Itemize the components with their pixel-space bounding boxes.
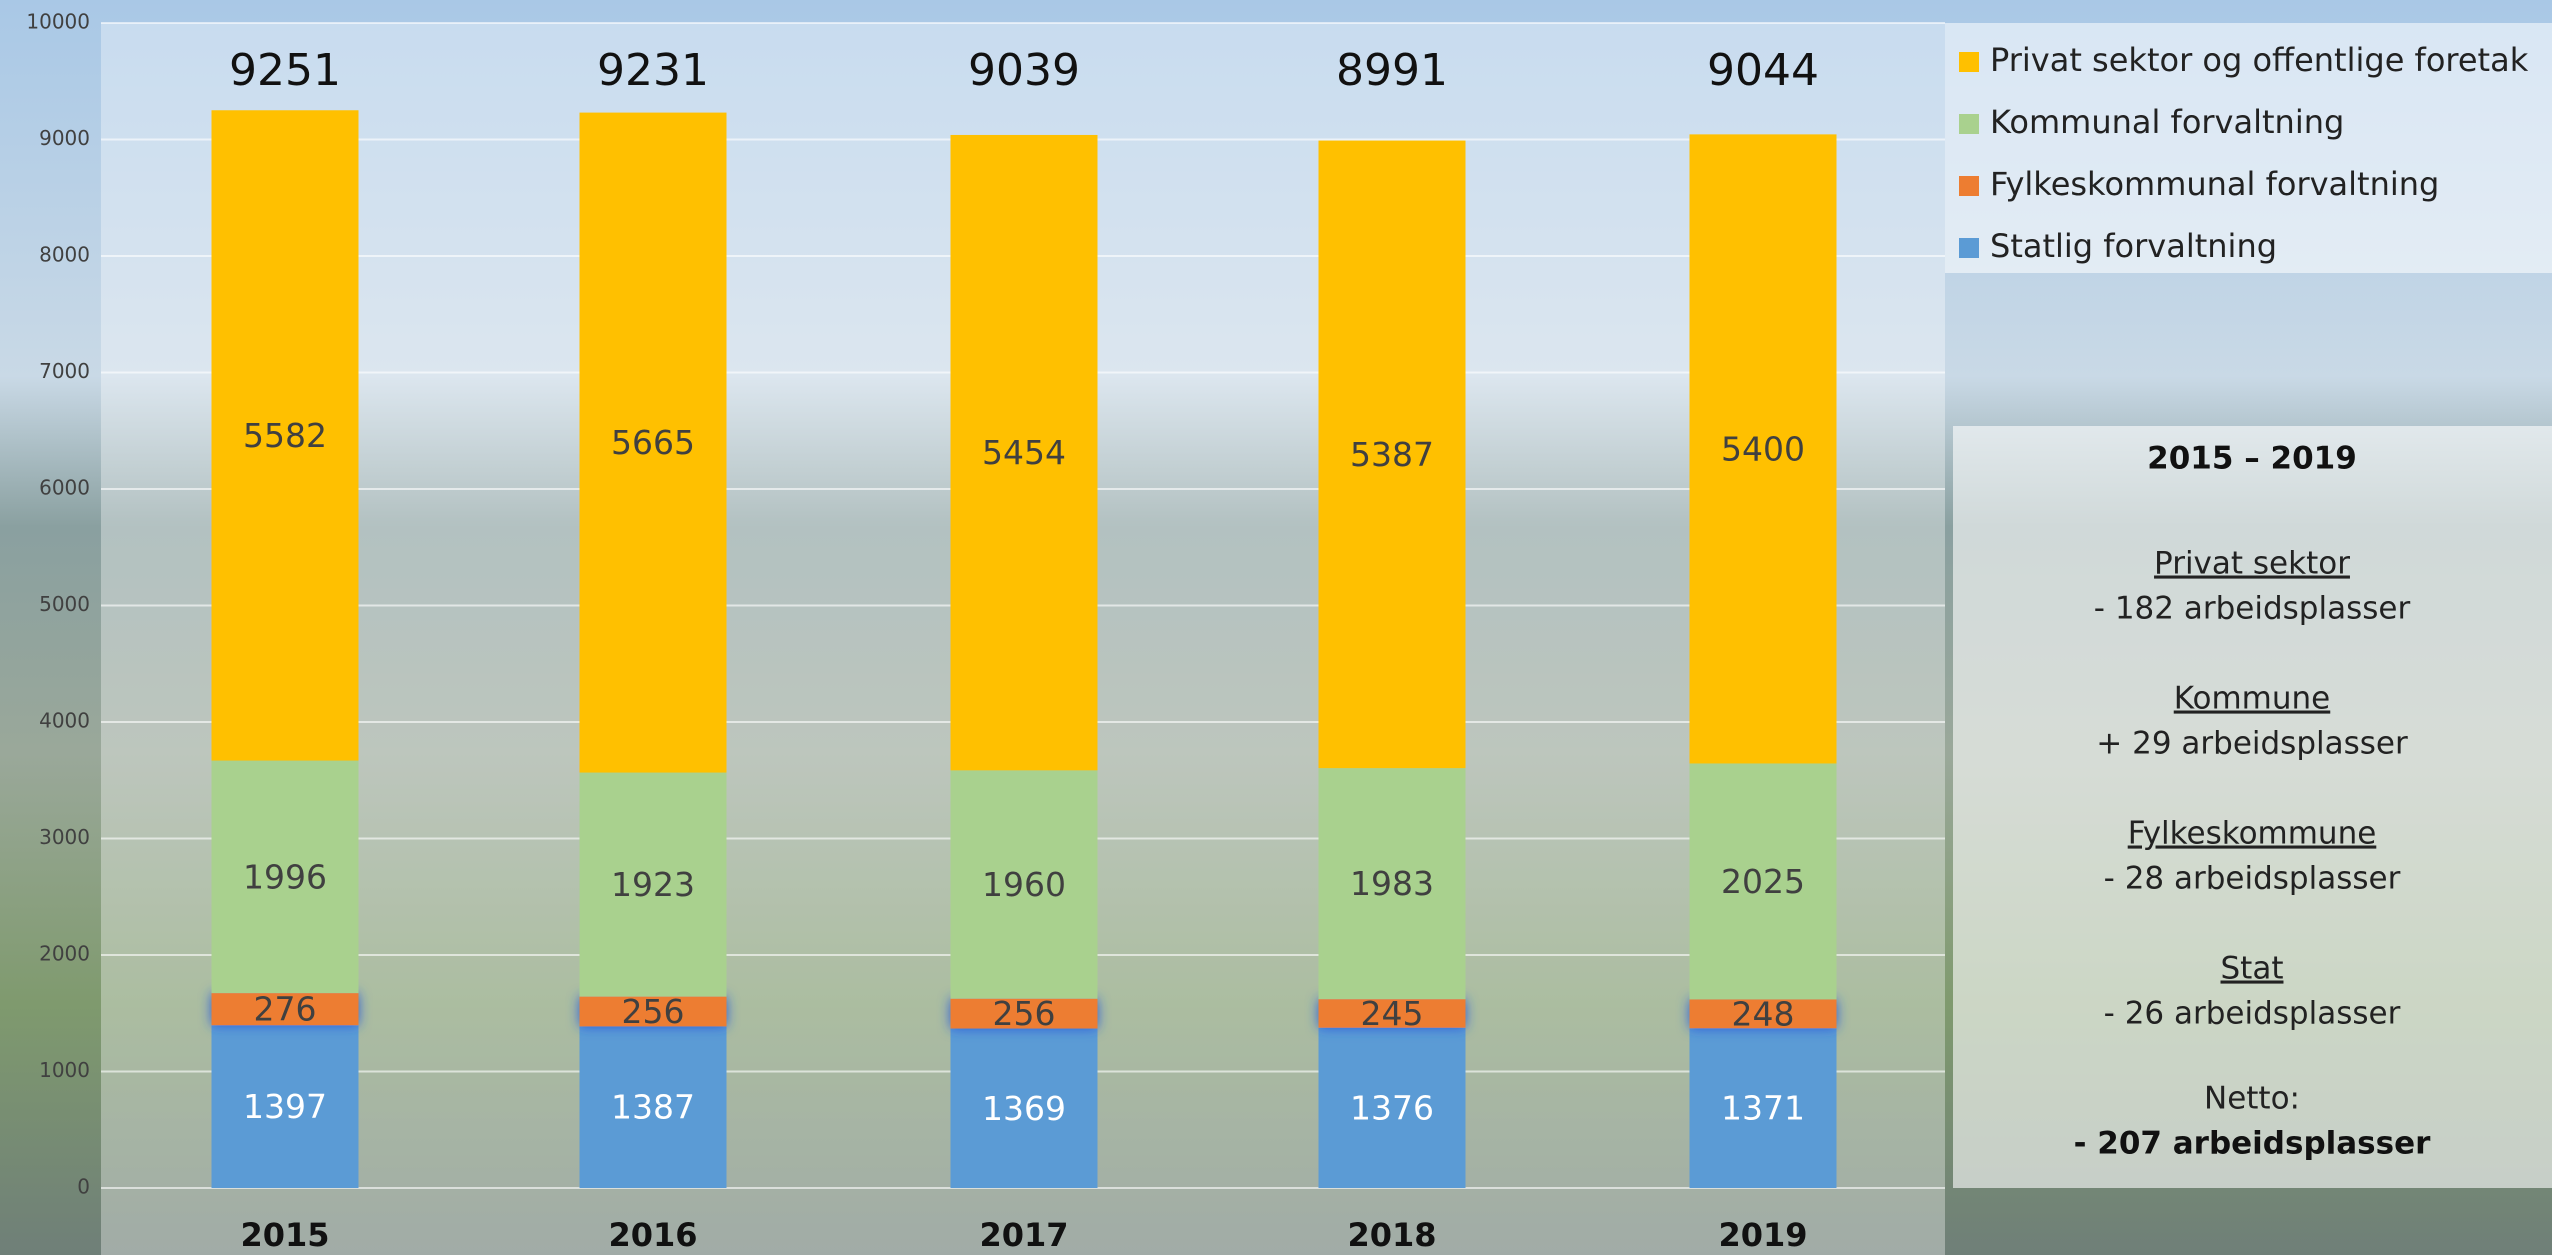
summary-box bbox=[1953, 426, 2552, 1188]
y-tick-label: 0 bbox=[77, 1175, 90, 1199]
value-label: 1371 bbox=[1721, 1089, 1805, 1128]
y-tick-label: 8000 bbox=[39, 243, 90, 267]
summary-heading: Stat bbox=[2221, 951, 2284, 987]
y-tick-label: 10000 bbox=[26, 10, 90, 34]
summary-title: 2015 – 2019 bbox=[2147, 441, 2357, 477]
value-label: 5665 bbox=[611, 423, 695, 462]
value-label: 1387 bbox=[611, 1088, 695, 1127]
value-label: 1369 bbox=[982, 1089, 1066, 1128]
value-label: 1996 bbox=[243, 857, 327, 896]
legend-swatch bbox=[1959, 114, 1979, 134]
total-label: 9039 bbox=[968, 45, 1080, 96]
y-tick-label: 6000 bbox=[39, 476, 90, 500]
value-label: 5387 bbox=[1350, 435, 1434, 474]
value-label: 2025 bbox=[1721, 862, 1805, 901]
summary-heading: Fylkeskommune bbox=[2128, 816, 2377, 852]
y-tick-label: 5000 bbox=[39, 592, 90, 616]
x-tick-label: 2016 bbox=[608, 1216, 697, 1254]
x-tick-label: 2018 bbox=[1347, 1216, 1436, 1254]
value-label: 256 bbox=[993, 994, 1056, 1033]
legend-swatch bbox=[1959, 238, 1979, 258]
summary-net-label: Netto: bbox=[2204, 1081, 2300, 1117]
y-tick-label: 9000 bbox=[39, 126, 90, 150]
summary-text: + 29 arbeidsplasser bbox=[2096, 726, 2408, 762]
value-label: 5582 bbox=[243, 416, 327, 455]
y-tick-label: 2000 bbox=[39, 942, 90, 966]
summary-heading: Privat sektor bbox=[2154, 546, 2350, 582]
y-tick-label: 3000 bbox=[39, 825, 90, 849]
value-label: 5400 bbox=[1721, 429, 1805, 468]
x-tick-label: 2015 bbox=[240, 1216, 329, 1254]
legend-label: Kommunal forvaltning bbox=[1990, 103, 2344, 141]
total-label: 9251 bbox=[229, 45, 341, 96]
value-label: 248 bbox=[1732, 994, 1795, 1033]
legend-swatch bbox=[1959, 52, 1979, 72]
legend-label: Privat sektor og offentlige foretak bbox=[1990, 41, 2529, 79]
summary-text: - 26 arbeidsplasser bbox=[2104, 996, 2401, 1032]
y-tick-label: 7000 bbox=[39, 359, 90, 383]
value-label: 1960 bbox=[982, 865, 1066, 904]
total-label: 9231 bbox=[597, 45, 709, 96]
value-label: 1397 bbox=[243, 1087, 327, 1126]
value-label: 276 bbox=[254, 990, 317, 1029]
summary-heading: Kommune bbox=[2174, 681, 2331, 717]
summary-net-text: - 207 arbeidsplasser bbox=[2074, 1126, 2432, 1162]
summary-text: - 182 arbeidsplasser bbox=[2094, 591, 2411, 627]
x-tick-label: 2017 bbox=[979, 1216, 1068, 1254]
value-label: 5454 bbox=[982, 433, 1066, 472]
legend-label: Fylkeskommunal forvaltning bbox=[1990, 165, 2439, 203]
legend-swatch bbox=[1959, 176, 1979, 196]
y-tick-label: 1000 bbox=[39, 1058, 90, 1082]
value-label: 1923 bbox=[611, 865, 695, 904]
summary-text: - 28 arbeidsplasser bbox=[2104, 861, 2401, 897]
y-tick-label: 4000 bbox=[39, 709, 90, 733]
value-label: 256 bbox=[622, 992, 685, 1031]
chart: 0 1000 2000 3000 4000 5000 6000 7000 8000 9000 100… bbox=[0, 0, 2552, 1255]
total-label: 9044 bbox=[1707, 45, 1819, 96]
value-label: 1376 bbox=[1350, 1088, 1434, 1127]
value-label: 245 bbox=[1361, 994, 1424, 1033]
x-tick-label: 2019 bbox=[1718, 1216, 1807, 1254]
value-label: 1983 bbox=[1350, 864, 1434, 903]
total-label: 8991 bbox=[1336, 45, 1448, 96]
legend-label: Statlig forvaltning bbox=[1990, 227, 2277, 265]
